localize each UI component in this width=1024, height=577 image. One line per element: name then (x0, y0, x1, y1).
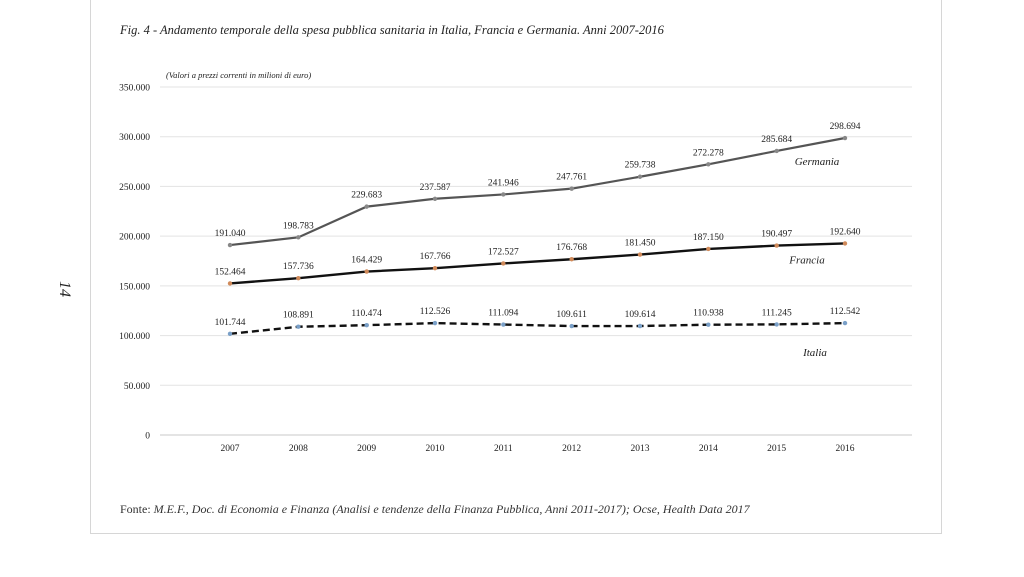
x-tick-label: 2010 (426, 444, 445, 454)
data-label: 272.278 (693, 148, 724, 158)
data-point (364, 269, 369, 274)
data-label: 152.464 (215, 267, 246, 277)
data-point (227, 281, 233, 286)
data-point (432, 196, 438, 201)
data-point (501, 261, 506, 266)
data-point (501, 322, 506, 327)
data-point (569, 186, 574, 191)
unit-note: (Valori a prezzi correnti in milioni di … (166, 70, 311, 80)
x-tick-label: 2012 (562, 444, 581, 454)
data-point (637, 174, 643, 179)
data-label: 176.768 (556, 243, 587, 253)
data-point (774, 322, 779, 327)
x-tick-label: 2013 (631, 444, 650, 454)
figure-title: Fig. 4 - Andamento temporale della spesa… (120, 23, 664, 37)
data-point (706, 162, 711, 167)
data-point (432, 265, 438, 271)
data-point (842, 320, 848, 326)
data-label: 109.614 (625, 310, 656, 320)
data-label: 285.684 (761, 135, 792, 145)
x-tick-label: 2016 (836, 444, 855, 454)
data-point (296, 235, 301, 240)
data-point (842, 241, 848, 246)
series-name-germania: Germania (795, 156, 840, 168)
data-label: 110.474 (351, 309, 382, 319)
data-label: 241.946 (488, 178, 519, 188)
data-label: 111.245 (762, 308, 792, 318)
data-point (569, 257, 574, 262)
data-label: 167.766 (420, 252, 451, 262)
y-tick-label: 350.000 (119, 84, 150, 94)
series-line-italia (229, 321, 846, 336)
y-tick-label: 150.000 (119, 282, 150, 292)
y-tick-label: 200.000 (119, 233, 150, 243)
data-point (227, 242, 233, 248)
data-label: 112.542 (830, 307, 861, 317)
data-label: 259.738 (625, 161, 656, 171)
data-label: 192.640 (830, 227, 861, 237)
x-tick-label: 2011 (494, 444, 513, 454)
y-tick-label: 100.000 (119, 332, 150, 342)
data-point (227, 331, 233, 337)
data-label: 190.497 (761, 230, 792, 240)
data-point (637, 323, 643, 329)
data-label: 181.450 (625, 239, 656, 249)
source-text: M.E.F., Doc. di Economia e Finanza (Anal… (153, 502, 750, 516)
data-label: 109.611 (556, 310, 587, 320)
data-label: 108.891 (283, 311, 314, 321)
source-prefix: Fonte: (120, 502, 154, 516)
series-name-italia: Italia (802, 347, 827, 359)
data-label: 229.683 (351, 191, 382, 201)
x-tick-label: 2007 (221, 444, 240, 454)
data-label: 112.526 (420, 307, 451, 317)
x-tick-label: 2015 (767, 444, 786, 454)
data-label: 101.744 (215, 318, 246, 328)
data-label: 111.094 (488, 309, 518, 319)
data-point (501, 192, 506, 197)
data-point (842, 135, 848, 141)
data-point (706, 322, 711, 327)
data-label: 247.761 (556, 173, 587, 183)
data-label: 172.527 (488, 247, 519, 257)
data-point (637, 252, 643, 257)
data-point (569, 323, 574, 329)
y-tick-label: 50.000 (124, 382, 150, 392)
y-tick-label: 0 (145, 432, 150, 442)
series-line-germania (229, 136, 846, 247)
data-point (774, 148, 779, 154)
data-label: 187.150 (693, 233, 724, 243)
data-point (364, 204, 369, 209)
series-name-francia: Francia (788, 254, 825, 266)
data-point (296, 275, 301, 281)
y-tick-label: 250.000 (119, 183, 150, 193)
data-label: 237.587 (420, 183, 451, 193)
data-label: 164.429 (351, 256, 382, 266)
data-label: 298.694 (830, 122, 861, 132)
data-label: 191.040 (215, 229, 246, 239)
figure-frame (90, 0, 942, 534)
data-point (296, 324, 301, 329)
data-point (432, 320, 438, 326)
data-label: 110.938 (693, 309, 724, 319)
series-line-francia (229, 242, 846, 285)
y-tick-label: 300.000 (119, 133, 150, 143)
x-tick-label: 2009 (357, 444, 376, 454)
x-tick-label: 2014 (699, 444, 718, 454)
source-note: Fonte: M.E.F., Doc. di Economia e Finanz… (120, 502, 750, 517)
x-tick-label: 2008 (289, 444, 308, 454)
data-point (706, 246, 711, 252)
data-point (364, 322, 369, 328)
data-point (774, 243, 779, 248)
data-label: 157.736 (283, 262, 314, 272)
data-label: 198.783 (283, 221, 314, 231)
